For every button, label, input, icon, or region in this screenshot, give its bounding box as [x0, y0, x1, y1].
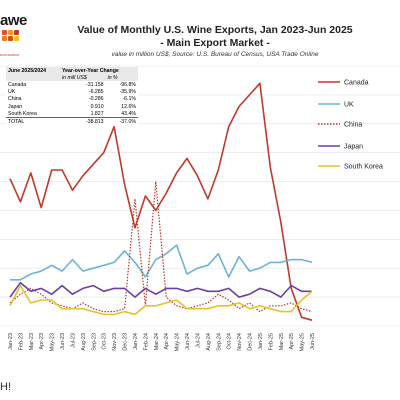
logo-dots-icon — [2, 30, 19, 41]
x-tick-label: Apr-25 — [289, 333, 295, 350]
x-tick-label: Aug-23 — [81, 333, 87, 351]
row-pct: -6.1% — [122, 96, 136, 103]
logo-subtext: economics — [0, 52, 20, 57]
series-line-canada — [9, 82, 313, 321]
x-tick-label: Apr-23 — [39, 333, 45, 350]
summary-header-period: June 2025/2024 — [6, 67, 60, 75]
row-market: South Korea — [8, 110, 37, 117]
brand-logo: awe economics — [0, 8, 50, 58]
summary-subheader-usd: in mill US$ — [59, 74, 106, 82]
legend-label: China — [344, 122, 362, 129]
series-line-uk — [10, 244, 313, 281]
summary-subheader-blank — [6, 74, 60, 82]
x-tick-label: Jul-24 — [195, 333, 201, 348]
x-tick-label: Nov-24 — [237, 333, 243, 351]
row-usd: -6.285 — [88, 89, 104, 96]
row-usd: -31.158 — [85, 81, 104, 88]
row-usd: -0.286 — [88, 96, 104, 103]
legend-label: South Korea — [344, 164, 383, 171]
row-market: Canada — [8, 81, 27, 88]
row-pct: 43.4% — [121, 110, 136, 117]
x-tick-label: Sep-23 — [91, 333, 97, 351]
x-tick-label: Jun-23 — [60, 333, 66, 350]
row-pct: 12.6% — [121, 103, 136, 110]
series-lines — [9, 82, 313, 321]
x-tick-label: Jul-23 — [70, 333, 76, 348]
legend: Canada UK China Japan South Korea — [318, 80, 383, 171]
row-market: TOTAL — [6, 117, 60, 126]
x-tick-label: Feb-24 — [143, 333, 149, 350]
x-tick-label: Jun-25 — [310, 333, 316, 350]
series-line-china — [9, 181, 313, 313]
table-row: Canada -31.158 -96.8% — [6, 81, 138, 88]
x-tick-label: Oct-24 — [227, 333, 233, 350]
table-row: Japan 0.910 12.6% — [6, 103, 138, 110]
row-usd: -38.813 — [59, 117, 106, 126]
summary-subheader-pct: in % — [105, 74, 138, 82]
x-tick-label: Jan-24 — [133, 333, 139, 350]
x-tick-label: Dec-24 — [248, 333, 254, 351]
row-pct: -35.9% — [119, 89, 136, 96]
x-tick-label: Nov-23 — [112, 333, 118, 351]
x-tick-label: Feb-23 — [18, 333, 24, 350]
row-market: Japan — [8, 103, 23, 110]
chart-title: Value of Monthly U.S. Wine Exports, Jan … — [60, 24, 370, 50]
x-tick-label: Apr-24 — [164, 333, 170, 350]
row-market: UK — [8, 89, 16, 96]
table-row: South Korea 1.827 43.4% — [6, 110, 138, 118]
x-tick-label: May-24 — [175, 333, 181, 351]
x-tick-label: Jan-23 — [8, 333, 14, 350]
x-tick-label: Jan-25 — [258, 333, 264, 350]
x-tick-label: Mar-25 — [279, 333, 285, 350]
x-tick-labels: Jan-23 Feb-23 Mar-23 Apr-23 May-23 Jun-23 Jul-… — [8, 333, 316, 351]
chart-title-line2: - Main Export Market - — [160, 37, 270, 49]
logo-text: awe — [0, 12, 27, 29]
table-row-total: TOTAL -38.813 -37.0% — [6, 117, 138, 126]
x-tick-label: Aug-24 — [206, 333, 212, 351]
row-market: China — [8, 96, 22, 103]
x-tick-label: Sep-24 — [216, 333, 222, 351]
summary-table: June 2025/2024 Year-over-Year Change in … — [6, 67, 138, 126]
cropped-text-fragment: H! — [0, 381, 11, 393]
series-line-south-korea — [9, 284, 313, 316]
x-tick-label: Mar-23 — [29, 333, 35, 350]
row-usd: 1.827 — [90, 110, 104, 117]
legend-label: Canada — [344, 80, 369, 87]
legend-label: Japan — [344, 144, 363, 151]
chart-subtitle: value in million US$; Source: U.S. Burea… — [111, 51, 319, 58]
table-row: UK -6.285 -35.9% — [6, 89, 138, 96]
x-tick-label: Feb-25 — [268, 333, 274, 350]
x-tick-label: May-25 — [300, 333, 306, 351]
x-tick-label: Jun-24 — [185, 333, 191, 350]
x-tick-label: May-23 — [50, 333, 56, 351]
summary-header-change: Year-over-Year Change — [59, 67, 138, 75]
series-line-japan — [9, 281, 312, 298]
chart-title-line1: Value of Monthly U.S. Wine Exports, Jan … — [77, 24, 353, 36]
row-usd: 0.910 — [90, 103, 104, 110]
row-pct: -37.0% — [105, 117, 138, 126]
row-pct: -96.8% — [119, 81, 136, 88]
x-tick-label: Oct-23 — [102, 333, 108, 350]
legend-label: UK — [344, 102, 354, 109]
x-tick-label: Mar-24 — [154, 333, 160, 350]
x-tick-label: Dec-23 — [123, 333, 129, 351]
table-row: China -0.286 -6.1% — [6, 96, 138, 103]
